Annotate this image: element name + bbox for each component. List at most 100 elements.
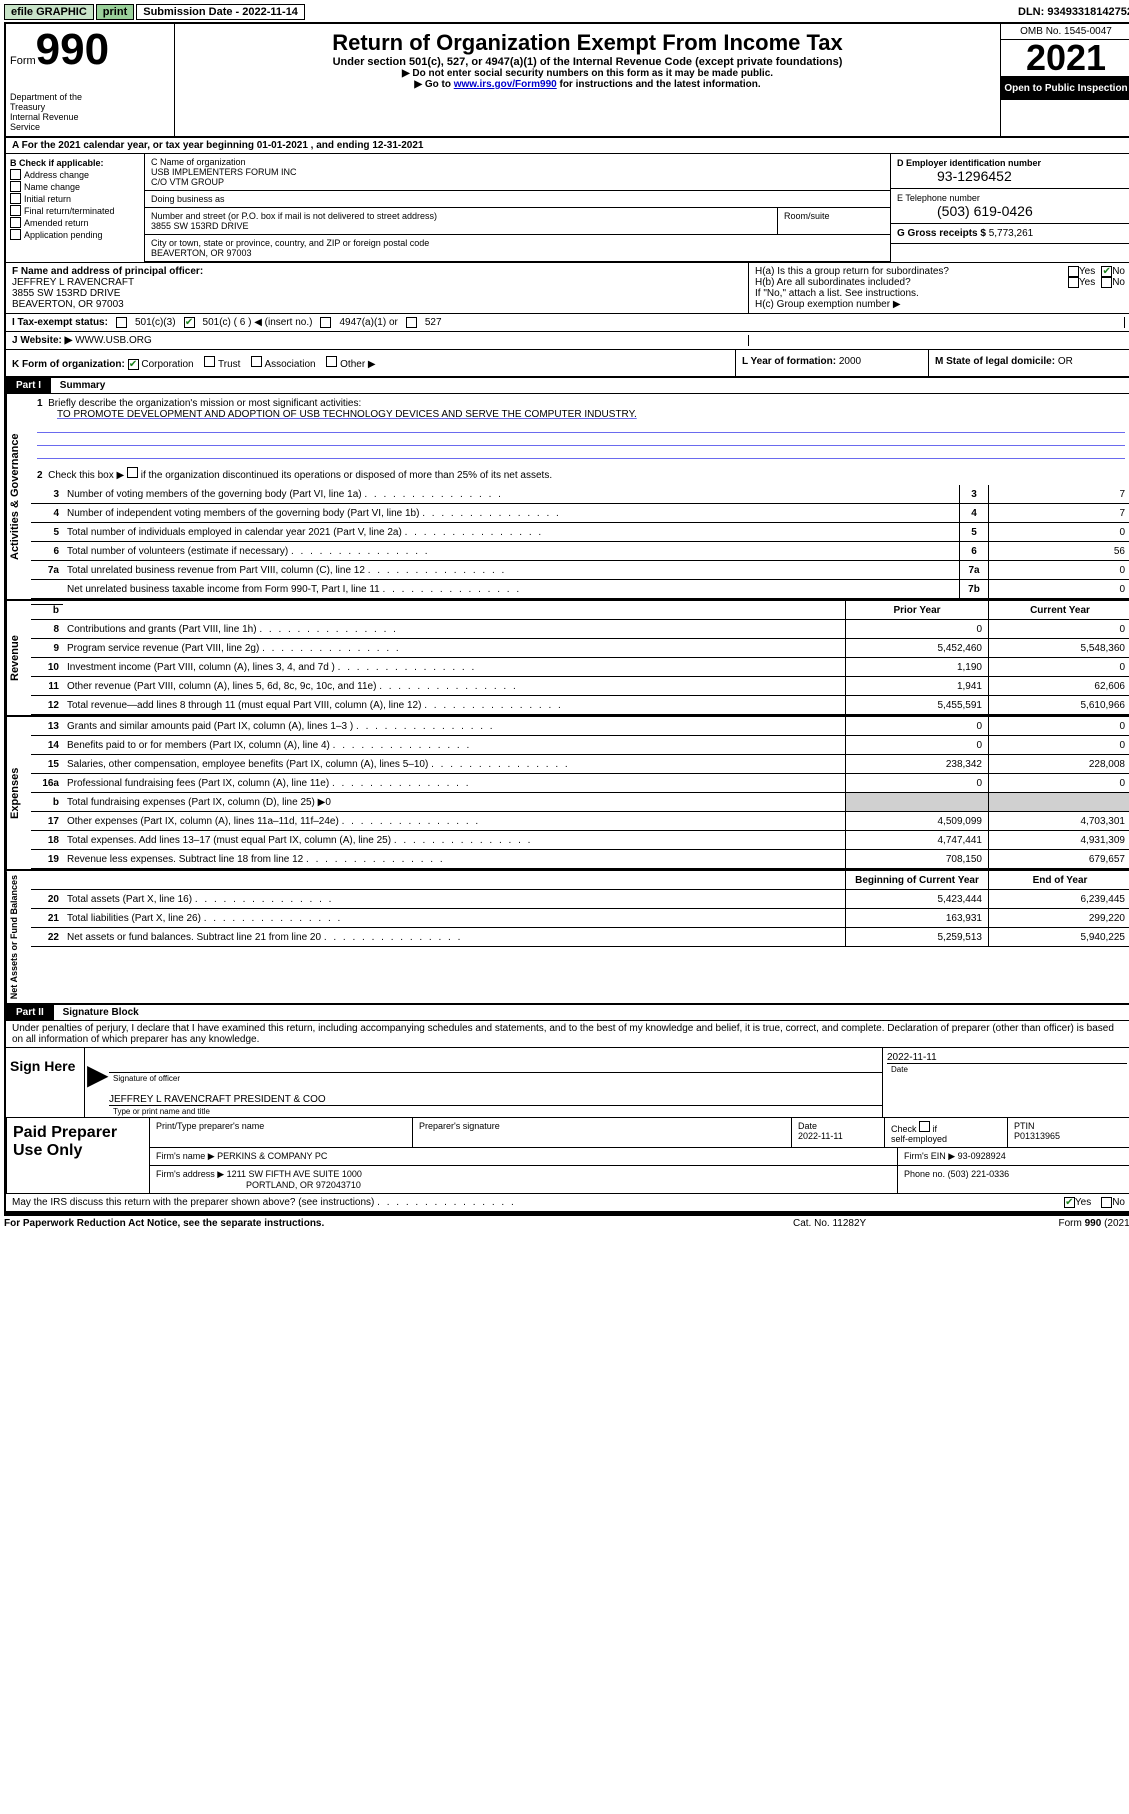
line-desc: Program service revenue (Part VIII, line… (63, 643, 845, 654)
print-button[interactable]: print (96, 4, 134, 20)
form-title: Return of Organization Exempt From Incom… (185, 30, 990, 56)
discuss-yes: Yes (1075, 1197, 1091, 1208)
line-num: 20 (31, 894, 63, 905)
prior-value: 5,455,591 (845, 696, 988, 714)
checkbox-final-return[interactable] (10, 205, 21, 216)
prep-sig-label: Preparer's signature (413, 1118, 792, 1147)
current-year-header: Current Year (988, 601, 1129, 619)
opt-trust: Trust (218, 359, 240, 370)
form-number: 990 (36, 28, 109, 72)
dept-label: Department of theTreasuryInternal Revenu… (10, 92, 170, 132)
prior-value: 0 (845, 736, 988, 754)
section-l: L Year of formation: 2000 (736, 350, 929, 376)
checkbox-ha-yes[interactable] (1068, 266, 1079, 277)
checkbox-discuss-no[interactable] (1101, 1197, 1112, 1208)
checkbox-discuss-yes[interactable] (1064, 1197, 1075, 1208)
line-value: 7 (988, 485, 1129, 503)
m-label: M State of legal domicile: (935, 356, 1055, 367)
prior-value: 163,931 (845, 909, 988, 927)
checkbox-trust[interactable] (204, 356, 215, 367)
current-value: 5,610,966 (988, 696, 1129, 714)
discuss-row: May the IRS discuss this return with the… (6, 1194, 1129, 1213)
opt-501c: 501(c) ( 6 ) ◀ (insert no.) (203, 317, 313, 328)
year-header-row: b Prior Year Current Year (31, 601, 1129, 620)
line-desc: Salaries, other compensation, employee b… (63, 759, 845, 770)
checkbox-address-change[interactable] (10, 169, 21, 180)
expenses-section: Expenses 13 Grants and similar amounts p… (6, 717, 1129, 871)
checkbox-self-employed[interactable] (919, 1121, 930, 1132)
efile-graphic-button[interactable]: efile GRAPHIC (4, 4, 94, 20)
checkbox-hb-yes[interactable] (1068, 277, 1079, 288)
line-desc: Professional fundraising fees (Part IX, … (63, 778, 845, 789)
checkbox-name-change[interactable] (10, 181, 21, 192)
checkbox-initial-return[interactable] (10, 193, 21, 204)
checkbox-501c3[interactable] (116, 317, 127, 328)
info-grid: B Check if applicable: Address change Na… (6, 154, 1129, 263)
checkbox-application-pending[interactable] (10, 229, 21, 240)
gross-value: 5,773,261 (989, 228, 1034, 239)
tax-year: 2021 (1001, 40, 1129, 77)
section-f: F Name and address of principal officer:… (6, 263, 749, 313)
org-name-row: C Name of organization USB IMPLEMENTERS … (145, 154, 890, 191)
revenue-section: Revenue b Prior Year Current Year 8 Cont… (6, 601, 1129, 717)
firm-addr-label: Firm's address ▶ (156, 1169, 224, 1179)
f-label: F Name and address of principal officer: (12, 266, 742, 277)
checkbox-ha-no[interactable] (1101, 266, 1112, 277)
checkbox-527[interactable] (406, 317, 417, 328)
checkbox-amended[interactable] (10, 217, 21, 228)
checkbox-hb-no[interactable] (1101, 277, 1112, 288)
line-value: 0 (988, 561, 1129, 579)
line-key: 3 (959, 485, 988, 503)
care-of: C/O VTM GROUP (151, 177, 884, 187)
footer: For Paperwork Reduction Act Notice, see … (4, 1215, 1129, 1231)
form-number-cell: Form 990 Department of theTreasuryIntern… (6, 24, 175, 136)
current-value: 4,931,309 (988, 831, 1129, 849)
line1-desc: Briefly describe the organization's miss… (48, 398, 361, 409)
table-row: 9 Program service revenue (Part VIII, li… (31, 639, 1129, 658)
checkbox-other[interactable] (326, 356, 337, 367)
prior-value: 5,259,513 (845, 928, 988, 946)
preparer-row: Paid Preparer Use Only Print/Type prepar… (6, 1118, 1129, 1194)
expenses-label: Expenses (6, 717, 31, 869)
prior-value: 708,150 (845, 850, 988, 868)
netassets-section: Net Assets or Fund Balances Beginning of… (6, 871, 1129, 1005)
cb-label: Initial return (24, 194, 71, 204)
j-label: J Website: ▶ (12, 335, 72, 346)
dba-label: Doing business as (151, 194, 884, 204)
governance-label: Activities & Governance (6, 394, 31, 599)
current-value: 5,548,360 (988, 639, 1129, 657)
table-row: 11 Other revenue (Part VIII, column (A),… (31, 677, 1129, 696)
ptin-cell: PTIN P01313965 (1008, 1118, 1129, 1147)
current-value: 0 (988, 717, 1129, 735)
section-b-header: B Check if applicable: (10, 158, 140, 168)
line-num: 22 (31, 932, 63, 943)
checkbox-corporation[interactable] (128, 359, 139, 370)
begin-year-header: Beginning of Current Year (845, 871, 988, 889)
city-label: City or town, state or province, country… (151, 238, 884, 248)
line-desc: Revenue less expenses. Subtract line 18 … (63, 854, 845, 865)
discuss-no: No (1112, 1197, 1125, 1208)
footer-left: For Paperwork Reduction Act Notice, see … (4, 1218, 793, 1229)
line-value: 56 (988, 542, 1129, 560)
table-row: 18 Total expenses. Add lines 13–17 (must… (31, 831, 1129, 850)
checkbox-discontinued[interactable] (127, 467, 138, 478)
l-value: 2000 (839, 356, 861, 367)
current-value: 0 (988, 736, 1129, 754)
checkbox-association[interactable] (251, 356, 262, 367)
firm-ein-value: 93-0928924 (958, 1151, 1006, 1161)
website-cell: J Website: ▶ WWW.USB.ORG (12, 335, 749, 346)
line-value: 0 (988, 523, 1129, 541)
ha-no: No (1112, 266, 1125, 277)
irs-link[interactable]: www.irs.gov/Form990 (454, 79, 557, 90)
firm-ein-label: Firm's EIN ▶ (904, 1151, 955, 1161)
section-h: H(a) Is this a group return for subordin… (749, 263, 1129, 313)
current-value: 6,239,445 (988, 890, 1129, 908)
line-desc: Total number of individuals employed in … (63, 527, 959, 538)
ein-value: 93-1296452 (897, 168, 1125, 184)
dba-row: Doing business as (145, 191, 890, 208)
sig-officer-label: Signature of officer (109, 1072, 882, 1084)
ein-label: D Employer identification number (897, 158, 1125, 168)
table-row: 16a Professional fundraising fees (Part … (31, 774, 1129, 793)
checkbox-501c[interactable] (184, 317, 195, 328)
checkbox-4947[interactable] (320, 317, 331, 328)
